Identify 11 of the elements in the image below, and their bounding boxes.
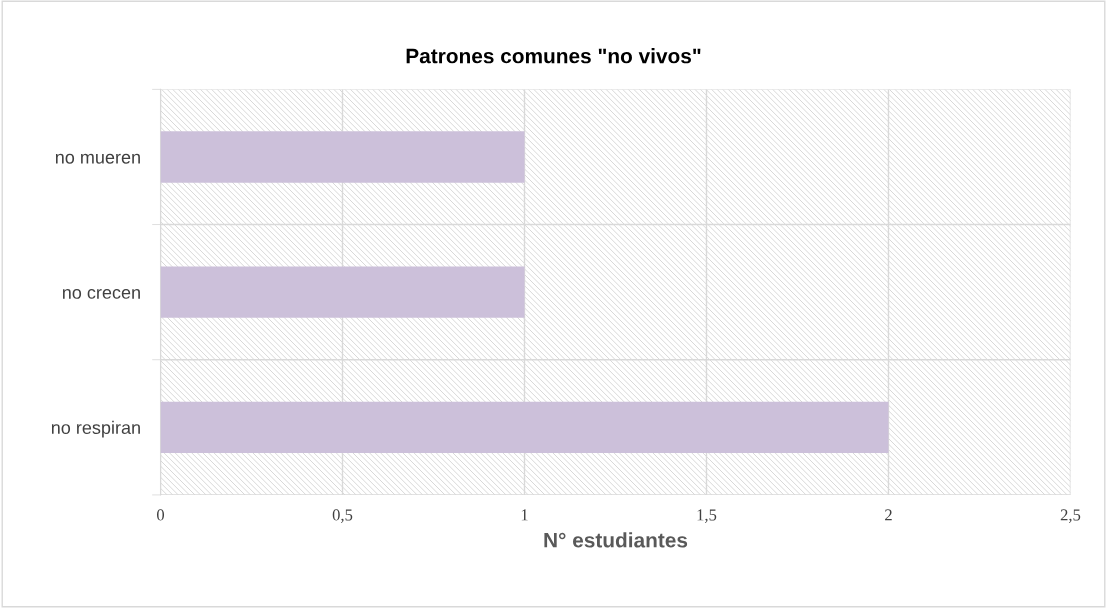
x-tick-label: 1 <box>521 509 528 521</box>
x-axis-title: N° estudiantes <box>544 532 688 548</box>
y-tick-label: no crecen <box>62 288 140 299</box>
y-tick-label: no respiran <box>51 420 140 438</box>
y-tick-label: no mueren <box>55 153 140 164</box>
x-tick-label: 2 <box>885 509 892 521</box>
x-tick-label: 0,5 <box>332 509 353 523</box>
x-tick-label: 1,5 <box>697 509 717 523</box>
chart-title: Patrones comunes "no vivos" <box>406 48 701 64</box>
x-tick-label: 0 <box>156 509 165 521</box>
x-tick-label: 2,5 <box>1060 509 1081 523</box>
